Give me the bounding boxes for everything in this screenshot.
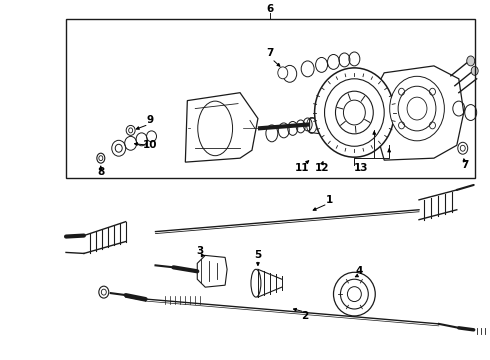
Text: 5: 5 xyxy=(254,251,262,260)
Text: 6: 6 xyxy=(266,4,273,14)
Text: 9: 9 xyxy=(147,116,154,126)
Text: 8: 8 xyxy=(97,167,104,177)
Text: 10: 10 xyxy=(143,140,158,150)
Bar xyxy=(66,19,475,178)
Ellipse shape xyxy=(315,68,394,157)
Text: 11: 11 xyxy=(294,163,309,173)
Ellipse shape xyxy=(398,86,436,131)
Text: 3: 3 xyxy=(196,247,204,256)
Text: 7: 7 xyxy=(266,48,273,58)
Ellipse shape xyxy=(467,56,475,66)
Text: 12: 12 xyxy=(314,163,329,173)
Text: 1: 1 xyxy=(326,195,333,205)
Ellipse shape xyxy=(341,279,368,309)
Text: 7: 7 xyxy=(461,160,468,170)
Ellipse shape xyxy=(334,272,375,316)
Ellipse shape xyxy=(336,91,373,134)
Text: 13: 13 xyxy=(354,163,368,173)
Text: 4: 4 xyxy=(356,266,363,276)
Ellipse shape xyxy=(390,76,444,141)
Ellipse shape xyxy=(471,66,478,75)
Ellipse shape xyxy=(278,67,288,79)
Ellipse shape xyxy=(324,79,384,146)
Text: 2: 2 xyxy=(301,311,308,321)
